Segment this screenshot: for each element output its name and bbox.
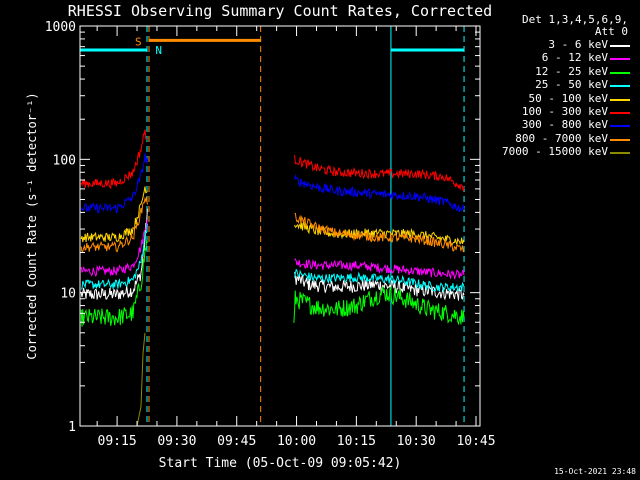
x-axis-label: Start Time (05-Oct-09 09:05:42) [159,456,402,471]
y-tick-label: 100 [53,153,76,168]
legend-swatch [610,85,630,88]
legend-item: 25 - 50 keV [478,78,638,91]
legend-swatch [610,125,630,128]
series-line [294,272,465,301]
series-line [80,240,148,327]
series-line [294,173,465,213]
series-line [294,212,465,253]
series-line [80,129,148,190]
legend-label: 25 - 50 keV [535,78,608,92]
y-tick-label: 10 [60,287,76,302]
saa-label: S [135,35,142,48]
series-layer [80,129,465,427]
legend-swatch [610,152,630,155]
observing-markers: SN [80,26,465,426]
chart-title: RHESSI Observing Summary Count Rates, Co… [68,2,492,20]
legend-item: 3 - 6 keV [478,38,638,51]
series-line [294,258,465,280]
legend-label: 800 - 7000 keV [515,131,608,145]
legend-swatch [610,138,630,141]
series-line [80,196,148,253]
generation-timestamp: 15-Oct-2021 23:48 [554,467,636,476]
legend-item: 12 - 25 keV [478,65,638,78]
y-axis-label: Corrected Count Rate (s⁻¹ detector⁻¹) [25,92,39,359]
legend-swatch [610,111,630,114]
y-tick-label: 1 [68,420,76,435]
series-line [80,208,148,300]
night-label: N [155,44,162,57]
legend-label: 3 - 6 keV [548,38,608,51]
series-line [293,286,465,326]
x-axis-ticks: 09:15 09:30 09:45 10:00 10:15 10:30 10:45 [96,26,496,449]
legend-label: 300 - 800 keV [521,118,608,132]
x-tick-label: 09:45 [217,434,256,449]
legend-label: 50 - 100 keV [528,91,608,105]
legend-item: 300 - 800 keV [478,118,638,131]
legend-item: 6 - 12 keV [478,51,638,64]
x-tick-label: 10:15 [337,434,376,449]
series-line [80,153,148,214]
x-tick-label: 09:15 [98,434,137,449]
legend-swatch [610,45,630,47]
legend-label: 7000 - 15000 keV [502,145,608,159]
legend-label: 12 - 25 keV [535,64,608,78]
series-line [80,186,148,243]
legend-swatch [610,98,630,101]
legend-item: 800 - 7000 keV [478,132,638,145]
legend-swatch [610,58,630,61]
legend-header-detectors: Det 1,3,4,5,6,9, [522,13,628,26]
series-line [81,223,148,290]
legend-label: 6 - 12 keV [541,51,608,65]
series-line [294,268,465,292]
plot-frame [79,25,481,427]
legend-swatch [610,71,630,74]
legend: Det 1,3,4,5,6,9, Att 0 3 - 6 keV 6 - 12 k… [478,14,638,159]
x-tick-label: 09:30 [157,434,196,449]
legend-item: 100 - 300 keV [478,105,638,118]
x-tick-label: 10:45 [456,434,495,449]
x-tick-label: 10:30 [397,434,436,449]
legend-header-attenuator: Att 0 [594,25,628,38]
series-line [80,219,148,277]
legend-label: 100 - 300 keV [521,104,608,118]
series-line [294,155,465,192]
x-tick-label: 10:00 [277,434,316,449]
legend-item: 50 - 100 keV [478,92,638,105]
y-tick-label: 1000 [45,20,76,35]
series-line [136,332,146,427]
y-axis-ticks: 1 10 100 1000 [45,20,480,435]
legend-item: 7000 - 15000 keV [478,145,638,158]
